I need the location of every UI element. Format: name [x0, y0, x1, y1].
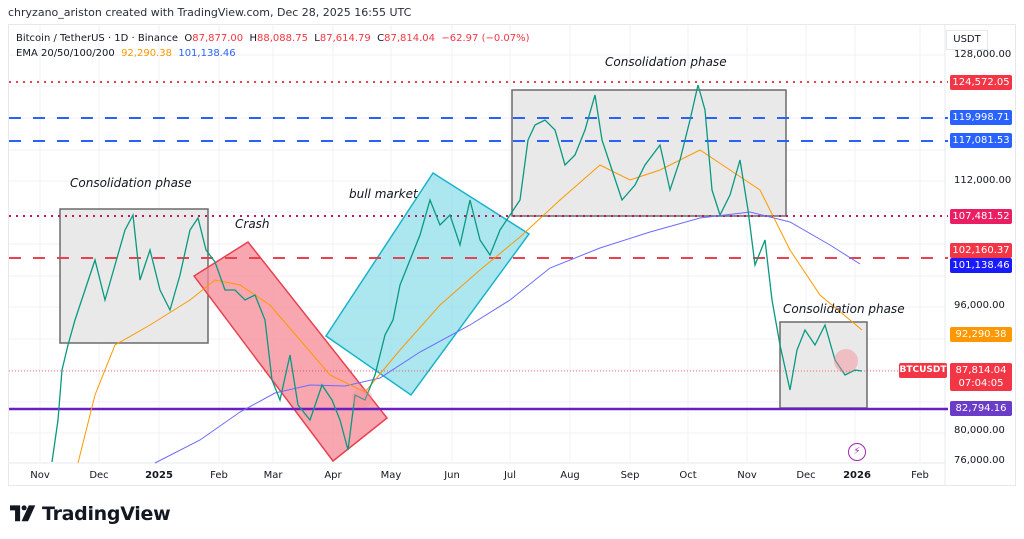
ohlc-row: Bitcoin / TetherUS · 1D · Binance O87,87… — [16, 31, 530, 46]
low-value: 87,614.79 — [319, 33, 371, 44]
annotation-consolidation-2[interactable]: Consolidation phase — [605, 55, 727, 69]
x-tick: Oct — [679, 470, 697, 481]
last-price-value: 87,814.04 — [955, 365, 1007, 376]
price-line — [51, 84, 863, 463]
change-value: −62.97 (−0.07%) — [441, 33, 530, 44]
high-label: H — [249, 33, 258, 44]
price-tag-blue-upper[interactable]: 119,998.71 — [950, 110, 1012, 125]
x-tick: May — [380, 470, 402, 481]
x-tick: Dec — [796, 470, 816, 481]
x-tick: Nov — [737, 470, 757, 481]
x-tick: Jun — [444, 470, 460, 481]
price-tag-support[interactable]: 82,794.16 — [950, 401, 1012, 416]
low-label: L — [314, 33, 320, 44]
bull-market-channel[interactable] — [324, 171, 531, 397]
consolidation-box-2[interactable] — [511, 89, 787, 217]
y-tick: 96,000.00 — [954, 300, 1005, 311]
close-value: 87,814.04 — [384, 33, 436, 44]
x-tick: Jul — [503, 470, 517, 481]
y-tick: 76,000.00 — [954, 455, 1005, 466]
annotation-consolidation-1[interactable]: Consolidation phase — [70, 176, 192, 190]
ema-200-value: 101,138.46 — [178, 48, 236, 59]
chart-credit: chryzano_ariston created with TradingVie… — [8, 6, 412, 19]
x-tick: Dec — [89, 470, 109, 481]
price-highlight-circle-2 — [352, 388, 372, 408]
symbol-label[interactable]: Bitcoin / TetherUS · 1D · Binance — [16, 33, 178, 44]
x-tick: Aug — [560, 470, 580, 481]
price-tag-ema200[interactable]: 101,138.46 — [950, 258, 1012, 273]
consolidation-box-1[interactable] — [59, 208, 209, 344]
ema-200-line — [154, 211, 861, 464]
x-tick: Mar — [263, 470, 283, 481]
price-highlight-circle — [834, 349, 858, 373]
price-tag-dashed-red[interactable]: 102,160.37 — [950, 243, 1012, 258]
symbol-tag: BTCUSDT — [899, 363, 947, 378]
open-label: O — [184, 33, 193, 44]
ema-50-value: 92,290.38 — [121, 48, 172, 59]
last-price-tag[interactable]: 87,814.04 07:04:05 — [950, 363, 1012, 391]
y-tick: 80,000.00 — [954, 425, 1005, 436]
ema-label[interactable]: EMA 20/50/100/200 — [16, 48, 115, 59]
x-tick: Apr — [324, 470, 342, 481]
annotation-consolidation-3[interactable]: Consolidation phase — [783, 302, 905, 316]
close-label: C — [377, 33, 385, 44]
x-tick: 2025 — [145, 470, 173, 481]
annotation-bull-market[interactable]: bull market — [349, 187, 418, 201]
chart-frame — [8, 24, 1016, 486]
ema-row: EMA 20/50/100/200 92,290.38 101,138.46 — [16, 46, 530, 61]
bar-countdown: 07:04:05 — [958, 378, 1004, 389]
y-tick: 112,000.00 — [954, 175, 1012, 186]
x-tick: Nov — [30, 470, 50, 481]
x-tick: 2026 — [843, 470, 871, 481]
price-tag-resistance[interactable]: 124,572.05 — [950, 75, 1012, 90]
x-tick: Feb — [911, 470, 929, 481]
lightning-icon[interactable]: ⚡ — [848, 443, 866, 461]
open-value: 87,877.00 — [192, 33, 244, 44]
chart-legend: Bitcoin / TetherUS · 1D · Binance O87,87… — [16, 31, 530, 61]
price-tag-blue-lower[interactable]: 117,081.53 — [950, 133, 1012, 148]
x-tick: Feb — [210, 470, 228, 481]
annotation-crash[interactable]: Crash — [235, 217, 270, 231]
x-tick: Sep — [620, 470, 640, 481]
price-tag-ema50[interactable]: 92,290.38 — [950, 327, 1012, 342]
tradingview-brand: TradingView — [10, 503, 171, 525]
tradingview-logo-icon — [10, 505, 36, 522]
y-tick: 128,000.00 — [954, 49, 1012, 60]
ema-50-line — [77, 149, 863, 464]
brand-name: TradingView — [42, 503, 171, 525]
high-value: 88,088.75 — [257, 33, 308, 44]
price-tag-dotted-mid[interactable]: 107,481.52 — [950, 209, 1012, 224]
currency-unit[interactable]: USDT — [946, 30, 988, 50]
